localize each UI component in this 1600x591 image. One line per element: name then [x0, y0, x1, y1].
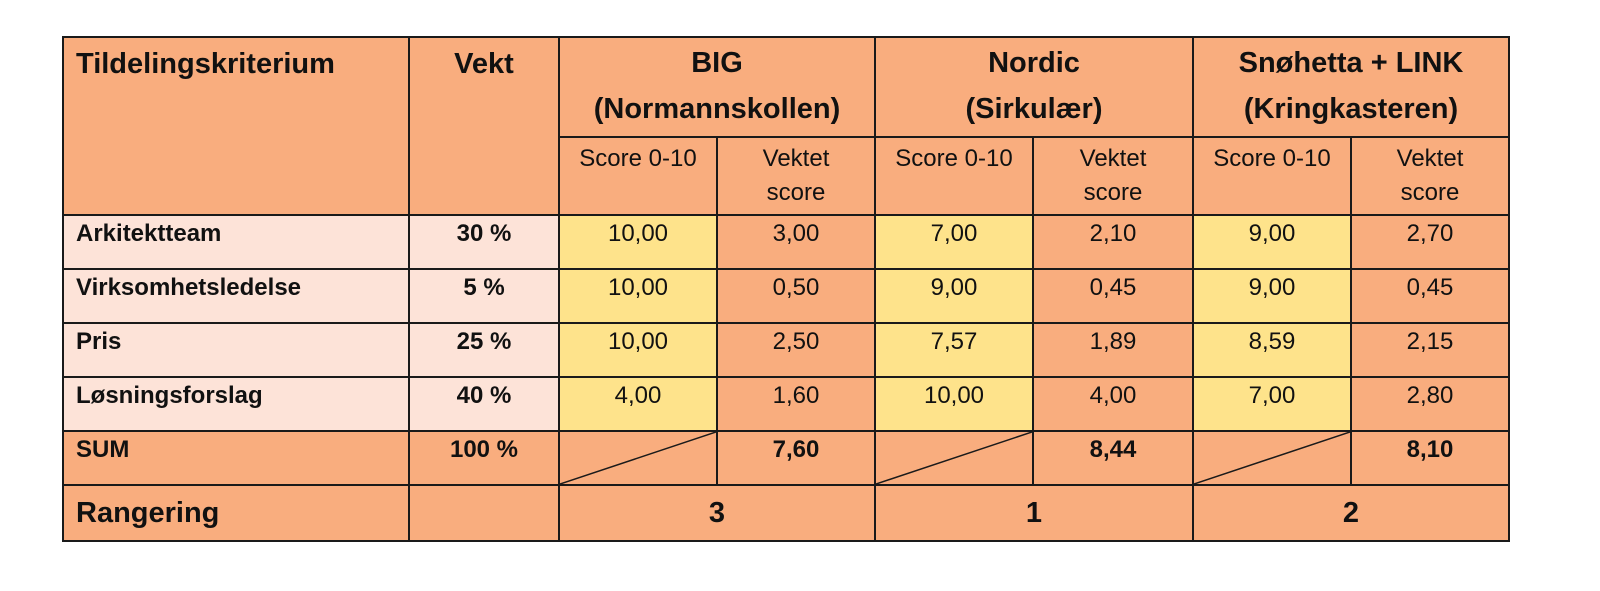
table-row: Virksomhetsledelse 5 % 10,00 0,50 9,00 0… [62, 268, 1510, 324]
weight-cell: 25 % [408, 322, 560, 378]
ranking-snohetta: 2 [1192, 484, 1510, 542]
bidder-name: Nordic [988, 47, 1080, 79]
ranking-label: Rangering [62, 484, 410, 542]
criterion-cell: Løsningsforslag [62, 376, 410, 432]
score-cell: 9,00 [1192, 268, 1352, 324]
diagonal-line [1194, 432, 1350, 484]
table-row: Pris 25 % 10,00 2,50 7,57 1,89 8,59 2,15 [62, 322, 1510, 378]
ranking-weight-empty [408, 484, 560, 542]
bidder-name: BIG [691, 47, 743, 79]
score-cell: 10,00 [558, 322, 718, 378]
weighted-score-cell: 2,70 [1350, 214, 1510, 270]
table-row: Arkitektteam 30 % 10,00 3,00 7,00 2,10 9… [62, 214, 1510, 270]
weighted-score-cell: 0,50 [716, 268, 876, 324]
ranking-row: Rangering 3 1 2 [62, 484, 1510, 542]
sum-weight: 100 % [408, 430, 560, 486]
evaluation-table: Tildelingskriterium Vekt BIG (Normannsko… [62, 36, 1510, 542]
total-score-cell: 8,10 [1350, 430, 1510, 486]
ranking-big: 3 [558, 484, 876, 542]
empty-diagonal-cell [558, 430, 718, 486]
bidder-header-nordic: Nordic (Sirkulær) [874, 36, 1194, 138]
weighted-score-cell: 1,60 [716, 376, 876, 432]
weighted-line1: Vektet [1396, 145, 1464, 172]
score-cell: 10,00 [874, 376, 1034, 432]
weighted-score-cell: 2,10 [1032, 214, 1194, 270]
weighted-score-header: Vektet score [1032, 136, 1194, 216]
weighted-line1: Vektet [1079, 145, 1147, 172]
score-cell: 7,57 [874, 322, 1034, 378]
bidder-name: Snøhetta + LINK [1238, 47, 1464, 79]
score-header: Score 0-10 [1192, 136, 1352, 216]
subheader-row: Score 0-10 Vektet score Score 0-10 Vektet… [63, 136, 1510, 216]
weighted-score-cell: 4,00 [1032, 376, 1194, 432]
score-cell: 9,00 [1192, 214, 1352, 270]
total-score-cell: 8,44 [1032, 430, 1194, 486]
score-cell: 8,59 [1192, 322, 1352, 378]
weighted-line2: score [1083, 179, 1143, 206]
score-cell: 4,00 [558, 376, 718, 432]
weight-cell: 40 % [408, 376, 560, 432]
criterion-cell: Pris [62, 322, 410, 378]
score-cell: 10,00 [558, 214, 718, 270]
criterion-cell: Virksomhetsledelse [62, 268, 410, 324]
weighted-line2: score [766, 179, 826, 206]
empty-diagonal-cell [1192, 430, 1352, 486]
total-score-cell: 7,60 [716, 430, 876, 486]
header-row: Tildelingskriterium Vekt BIG (Normannsko… [62, 36, 1510, 216]
ranking-nordic: 1 [874, 484, 1194, 542]
weighted-score-cell: 2,80 [1350, 376, 1510, 432]
bidder-project: (Sirkulær) [965, 93, 1103, 125]
table-row: Løsningsforslag 40 % 4,00 1,60 10,00 4,0… [62, 376, 1510, 432]
score-header: Score 0-10 [874, 136, 1034, 216]
weighted-line1: Vektet [762, 145, 830, 172]
weighted-score-cell: 0,45 [1032, 268, 1194, 324]
score-cell: 7,00 [1192, 376, 1352, 432]
criterion-cell: Arkitektteam [62, 214, 410, 270]
weighted-score-header: Vektet score [716, 136, 876, 216]
score-cell: 9,00 [874, 268, 1034, 324]
score-header: Score 0-10 [558, 136, 718, 216]
weighted-score-cell: 1,89 [1032, 322, 1194, 378]
bidder-header-snohetta: Snøhetta + LINK (Kringkasteren) [1192, 36, 1510, 138]
weighted-score-cell: 2,15 [1350, 322, 1510, 378]
sum-row: SUM 100 % 7,60 8,44 8,10 [62, 430, 1510, 486]
weighted-line2: score [1400, 179, 1460, 206]
weighted-score-header: Vektet score [1350, 136, 1510, 216]
score-cell: 7,00 [874, 214, 1034, 270]
criterion-header: Tildelingskriterium [62, 36, 410, 216]
sum-label: SUM [62, 430, 410, 486]
empty-diagonal-cell [874, 430, 1034, 486]
evaluation-table-wrapper: Tildelingskriterium Vekt BIG (Normannsko… [62, 36, 1510, 542]
bidder-project: (Kringkasteren) [1243, 93, 1459, 125]
weighted-score-cell: 2,50 [716, 322, 876, 378]
weight-cell: 30 % [408, 214, 560, 270]
bidder-header-big: BIG (Normannskollen) [558, 36, 876, 138]
weighted-score-cell: 3,00 [716, 214, 876, 270]
score-cell: 10,00 [558, 268, 718, 324]
diagonal-line [876, 432, 1032, 484]
weighted-score-cell: 0,45 [1350, 268, 1510, 324]
diagonal-line [560, 432, 716, 484]
bidder-project: (Normannskollen) [593, 93, 841, 125]
weight-header: Vekt [408, 36, 560, 216]
weight-cell: 5 % [408, 268, 560, 324]
